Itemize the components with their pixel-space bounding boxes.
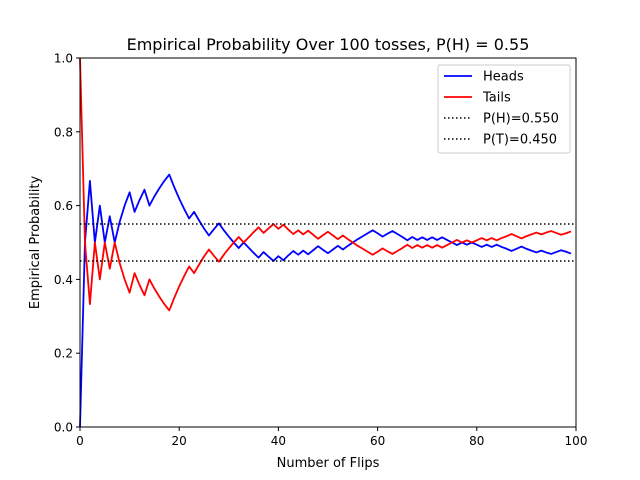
legend-label-tails: Tails [482,91,511,106]
x-tick-label: 100 [565,434,588,448]
legend-label-p-h-0-550: P(H)=0.550 [483,112,559,127]
x-tick-label: 60 [370,434,385,448]
axes-layer: 0 20 40 60 80 100 0.0 0.2 0.4 0.6 0.8 1.0 [54,52,588,449]
series-layer [79,57,576,428]
y-tick-label: 0.4 [54,273,73,287]
x-tick-label: 40 [271,434,286,448]
y-tick-label: 0.6 [54,199,73,213]
legend-label-p-t-0-450: P(T)=0.450 [483,133,557,148]
series-line-tails [79,57,572,312]
chart-title: Empirical Probability Over 100 tosses, P… [127,35,530,54]
x-tick-label: 0 [76,434,84,448]
x-axis-label: Number of Flips [277,456,380,471]
x-tick-label: 80 [469,434,484,448]
y-tick-label: 1.0 [54,52,73,66]
legend: Heads Tails P(H)=0.550 P(T)=0.450 [437,64,571,154]
x-tick-label: 20 [172,434,187,448]
legend-frame [437,64,571,154]
series-line-heads [79,173,572,428]
legend-label-heads: Heads [483,70,524,85]
y-axis-label: Empirical Probability [28,176,43,310]
y-tick-label: 0.8 [54,125,73,139]
y-tick-label: 0.0 [54,421,73,435]
y-tick-label: 0.2 [54,347,73,361]
plot-frame [79,57,577,428]
